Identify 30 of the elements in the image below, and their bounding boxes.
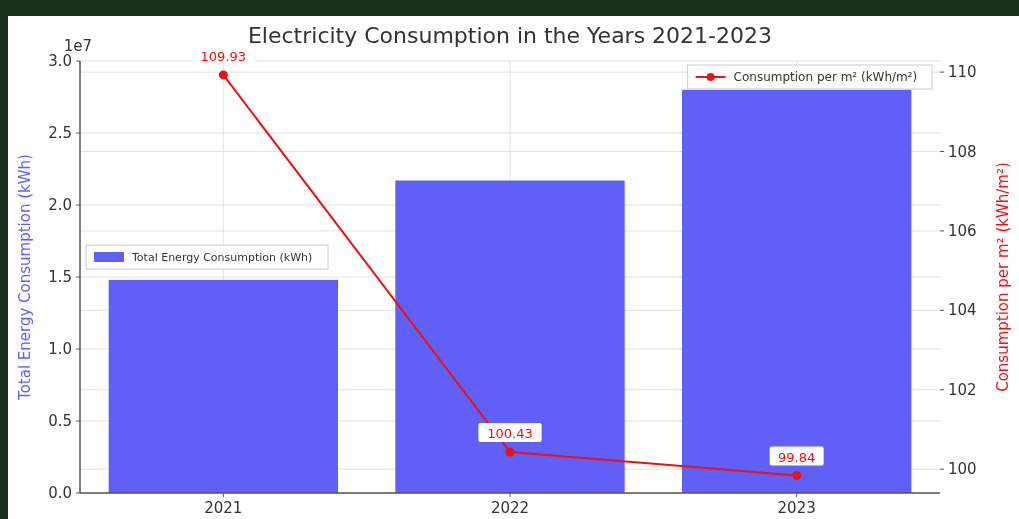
point (218, 70, 228, 80)
y-tick-label: 3.0 (48, 52, 72, 70)
point (505, 447, 515, 457)
point (792, 471, 802, 481)
y2-tick-label: 106 (948, 221, 977, 240)
text: 1e7 (63, 37, 93, 55)
data-label: 100.43 (487, 426, 533, 442)
y-tick-label: 2.5 (48, 124, 72, 142)
y-tick-label: 2.0 (48, 196, 72, 214)
bar (108, 279, 338, 493)
y-tick-label: 0.0 (48, 484, 72, 502)
x-tick-label: 2021 (204, 499, 243, 517)
x-tick-label: 2022 (490, 499, 530, 517)
chart-title: Electricity Consumption in the Years 2021-2023 (247, 23, 773, 48)
x-tick-label: 2023 (777, 499, 816, 517)
bar (395, 180, 625, 493)
y2-tick-label: 102 (948, 380, 977, 399)
data-label: 99.84 (778, 449, 816, 465)
y-tick-label: 0.5 (48, 412, 72, 430)
legend-label: Total Energy Consumption (kWh) (131, 251, 313, 264)
data-label: 109.93 (200, 48, 247, 64)
y-tick-label: 1.5 (48, 268, 72, 286)
legend-label: Consumption per m² (kWh/m²) (733, 70, 918, 84)
y2-axis-title: Consumption per m² (kWh/m²) (994, 162, 1012, 392)
y-tick-label: 1.0 (48, 340, 72, 358)
y-axis-title: Total Energy Consumption (kWh) (16, 154, 34, 401)
y2-tick-label: 100 (948, 460, 977, 479)
y2-tick-label: 110 (948, 63, 977, 82)
y2-tick-label: 104 (948, 301, 977, 320)
y2-tick-label: 108 (948, 142, 977, 161)
